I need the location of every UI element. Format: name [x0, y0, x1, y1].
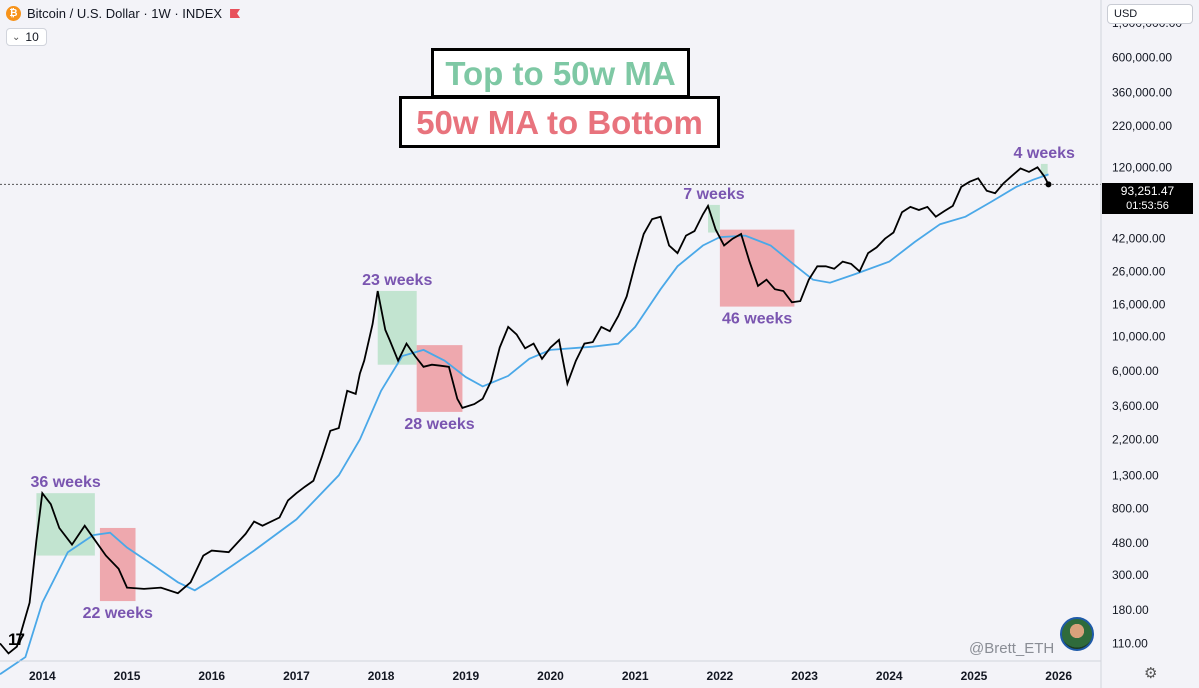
annotation-label-1: 36 weeks: [30, 474, 100, 491]
annotation-box-7: [1040, 163, 1048, 177]
annotation-label-2: 22 weeks: [83, 605, 153, 622]
y-tick-label-9: 10,000.00: [1112, 329, 1166, 343]
x-tick-label-5: 2018: [368, 669, 395, 683]
legend-top-label: Top to 50w MA: [445, 54, 676, 92]
y-tick-label-7: 26,000.00: [1112, 264, 1166, 278]
y-tick-label-6: 42,000.00: [1112, 232, 1166, 246]
x-tick-label-2: 2015: [114, 669, 141, 683]
y-tick-label-2: 600,000.00: [1112, 51, 1172, 65]
last-price-tag: 93,251.47: [1102, 183, 1193, 200]
flag-icon[interactable]: [230, 9, 241, 18]
y-tick-label-12: 2,200.00: [1112, 433, 1159, 447]
y-tick-label-17: 180.00: [1112, 603, 1149, 617]
annotation-box-1: [36, 493, 95, 556]
x-tick-label-7: 2020: [537, 669, 564, 683]
currency-select[interactable]: USD: [1107, 4, 1193, 24]
annotation-labels: 36 weeks 22 weeks 23 weeks 28 weeks 7 weeks 4…: [30, 145, 1075, 622]
symbol-title: Bitcoin / U.S. Dollar · 1W · INDEX: [27, 6, 223, 21]
x-tick-label-12: 2025: [961, 669, 988, 683]
y-tick-label-5: 120,000.00: [1112, 160, 1172, 174]
indicator-value: 10: [25, 30, 39, 44]
y-tick-label-16: 300.00: [1112, 568, 1149, 582]
y-tick-label-3: 360,000.00: [1112, 85, 1172, 99]
y-tick-label-13: 1,300.00: [1112, 468, 1159, 482]
x-tick-label-9: 2022: [707, 669, 734, 683]
y-tick-label-8: 16,000.00: [1112, 297, 1166, 311]
annotation-label-4: 28 weeks: [404, 416, 474, 433]
y-tick-label-4: 220,000.00: [1112, 119, 1172, 133]
annotation-label-6: 46 weeks: [722, 311, 792, 328]
bitcoin-icon: ₿: [6, 6, 21, 21]
tradingview-logo[interactable]: 17: [8, 630, 25, 649]
annotation-label-5: 7 weeks: [683, 186, 744, 203]
annotation-label-7: 4 weeks: [1014, 145, 1075, 162]
countdown-tag: 01:53:56: [1102, 199, 1193, 214]
legend-bottom-label: 50w MA to Bottom: [416, 103, 703, 141]
y-tick-label-15: 480.00: [1112, 536, 1149, 550]
y-tick-label-11: 3,600.00: [1112, 399, 1159, 413]
settings-icon[interactable]: ⚙: [1144, 665, 1158, 682]
indicator-toggle[interactable]: ⌄ 10: [6, 28, 47, 46]
annotation-box-5: [708, 204, 720, 233]
x-tick-label-11: 2024: [876, 669, 903, 683]
y-tick-label-10: 6,000.00: [1112, 364, 1159, 378]
y-tick-label-14: 800.00: [1112, 501, 1149, 515]
price-line: [0, 166, 1050, 655]
chevron-down-icon: ⌄: [12, 31, 21, 43]
author-avatar: [1060, 617, 1094, 651]
watermark: @Brett_ETH: [969, 640, 1055, 657]
x-tick-label-8: 2021: [622, 669, 649, 683]
x-tick-label-10: 2023: [791, 669, 818, 683]
x-tick-label-3: 2016: [198, 669, 225, 683]
legend-top: Top to 50w MA: [431, 48, 690, 98]
ma-50w-line: [0, 173, 1049, 675]
annotation-label-3: 23 weeks: [362, 272, 432, 289]
y-tick-label-18: 110.00: [1112, 636, 1148, 650]
time-scale[interactable]: 2014 2015 2016 2017 2018 2019 2020 2021 2022 2023…: [29, 669, 1072, 683]
x-tick-label-6: 2019: [452, 669, 479, 683]
annotation-box-6: [719, 229, 795, 307]
x-tick-label-1: 2014: [29, 669, 56, 683]
legend-bottom: 50w MA to Bottom: [399, 96, 720, 148]
last-price-dot: [1045, 181, 1052, 188]
annotation-box-4: [416, 345, 463, 412]
annotation-boxes: [36, 163, 1048, 602]
x-tick-label-4: 2017: [283, 669, 310, 683]
price-scale[interactable]: 1,000,000.00600,000.00360,000.00220,000.…: [1112, 16, 1182, 651]
symbol-header[interactable]: ₿ Bitcoin / U.S. Dollar · 1W · INDEX: [6, 6, 241, 21]
x-tick-label-13: 2026: [1045, 669, 1072, 683]
